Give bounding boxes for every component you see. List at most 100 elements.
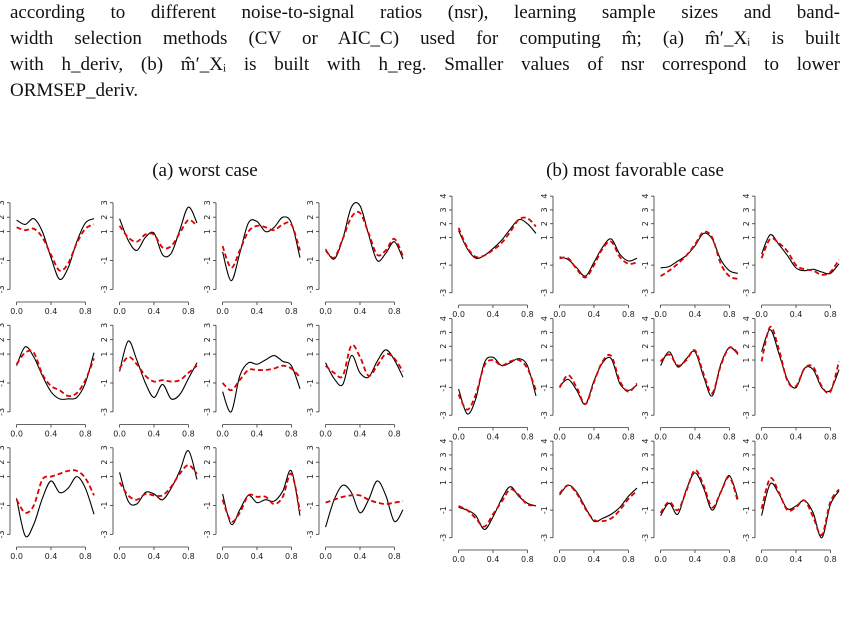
y-tick-label: -1 bbox=[100, 379, 109, 387]
y-tick-label: 4 bbox=[742, 439, 751, 444]
y-tick-label: -3 bbox=[439, 411, 448, 419]
y-tick-label: -1 bbox=[439, 384, 448, 392]
y-tick-label: 2 bbox=[540, 221, 549, 226]
x-tick-label: 0.8 bbox=[182, 552, 195, 561]
x-tick-label: 0.4 bbox=[689, 310, 702, 319]
y-tick-label: 3 bbox=[0, 445, 6, 450]
y-tick-label: 2 bbox=[203, 215, 212, 220]
curve bbox=[221, 472, 301, 523]
curve bbox=[324, 343, 404, 379]
x-tick-label: 0.4 bbox=[148, 552, 161, 561]
x-tick-label: 0.4 bbox=[790, 555, 803, 564]
y-tick-label: 3 bbox=[641, 452, 650, 457]
panel: -3 -1 1 2 3 0.0 0.4 0.8 bbox=[0, 323, 95, 439]
y-tick-label: 3 bbox=[0, 323, 6, 328]
x-tick-label: 0.0 bbox=[755, 310, 768, 319]
caption-line: ORMSEP_deriv. bbox=[10, 80, 139, 101]
y-tick-label: 2 bbox=[0, 460, 6, 465]
x-tick-label: 0.0 bbox=[10, 552, 23, 561]
y-tick-label: -1 bbox=[306, 256, 315, 264]
panel: -3 -1 1 2 3 4 0.0 0.4 0.8 bbox=[641, 316, 739, 442]
x-tick-label: 0.4 bbox=[45, 307, 58, 316]
y-tick-label: 3 bbox=[540, 207, 549, 212]
y-tick-label: -3 bbox=[100, 285, 109, 293]
x-tick-label: 0.0 bbox=[553, 310, 566, 319]
y-tick-label: 1 bbox=[641, 235, 650, 240]
y-tick-label: 3 bbox=[641, 207, 650, 212]
y-tick-label: 1 bbox=[306, 474, 315, 479]
x-tick-label: 0.0 bbox=[216, 307, 229, 316]
caption-line: width selection methods (CV or AIC_C) us… bbox=[10, 28, 840, 49]
curve bbox=[118, 356, 198, 383]
y-tick-label: 2 bbox=[306, 460, 315, 465]
y-tick-label: 1 bbox=[641, 357, 650, 362]
y-tick-label: 2 bbox=[742, 344, 751, 349]
y-tick-label: -1 bbox=[641, 384, 650, 392]
y-tick-label: 1 bbox=[0, 229, 6, 234]
x-tick-label: 0.8 bbox=[285, 430, 298, 439]
x-tick-label: 0.0 bbox=[113, 307, 126, 316]
curve bbox=[559, 238, 638, 277]
panel: -3 -1 1 2 3 0.0 0.4 0.8 bbox=[100, 323, 198, 439]
curve bbox=[119, 206, 198, 258]
y-tick-label: -3 bbox=[641, 534, 650, 542]
curve bbox=[760, 237, 840, 276]
x-tick-label: 0.4 bbox=[689, 433, 702, 442]
y-tick-label: 4 bbox=[641, 194, 650, 199]
y-tick-label: 1 bbox=[641, 480, 650, 485]
curve bbox=[760, 326, 840, 395]
x-tick-label: 0.8 bbox=[388, 307, 401, 316]
y-tick-label: -3 bbox=[203, 285, 212, 293]
y-tick-label: 1 bbox=[0, 352, 6, 357]
panel: -3 -1 1 2 3 4 0.0 0.4 0.8 bbox=[540, 194, 638, 319]
y-tick-label: 1 bbox=[742, 357, 751, 362]
panel: -3 -1 1 2 3 0.0 0.4 0.8 bbox=[0, 445, 95, 561]
curve bbox=[222, 355, 301, 413]
x-tick-label: 0.4 bbox=[354, 307, 367, 316]
x-tick-label: 0.8 bbox=[824, 310, 837, 319]
curve bbox=[325, 349, 404, 387]
y-tick-label: 2 bbox=[439, 466, 448, 471]
y-tick-label: 1 bbox=[742, 235, 751, 240]
y-tick-label: 3 bbox=[100, 445, 109, 450]
y-tick-label: -1 bbox=[306, 501, 315, 509]
x-tick-label: 0.0 bbox=[216, 430, 229, 439]
panel: -3 -1 1 2 3 0.0 0.4 0.8 bbox=[100, 445, 198, 561]
x-tick-label: 0.4 bbox=[588, 433, 601, 442]
y-tick-label: -3 bbox=[100, 530, 109, 538]
x-tick-label: 0.8 bbox=[824, 555, 837, 564]
y-tick-label: -1 bbox=[641, 506, 650, 514]
x-tick-label: 0.4 bbox=[251, 307, 264, 316]
x-tick-label: 0.8 bbox=[285, 307, 298, 316]
panel: -3 -1 1 2 3 4 0.0 0.4 0.8 bbox=[641, 439, 739, 564]
curve bbox=[16, 346, 95, 400]
y-tick-label: 3 bbox=[306, 200, 315, 205]
curve bbox=[458, 488, 537, 528]
curve bbox=[457, 216, 537, 259]
y-tick-label: 3 bbox=[203, 445, 212, 450]
y-tick-label: 2 bbox=[100, 215, 109, 220]
y-tick-label: 1 bbox=[100, 474, 109, 479]
y-tick-label: -1 bbox=[100, 256, 109, 264]
y-tick-label: 3 bbox=[0, 200, 6, 205]
y-tick-label: -1 bbox=[742, 261, 751, 269]
y-tick-label: 1 bbox=[439, 235, 448, 240]
curve bbox=[458, 218, 537, 260]
y-tick-label: 2 bbox=[540, 344, 549, 349]
y-tick-label: 2 bbox=[0, 337, 6, 342]
curve bbox=[559, 240, 638, 279]
curve bbox=[761, 329, 840, 393]
curve bbox=[558, 484, 638, 523]
x-tick-label: 0.0 bbox=[755, 433, 768, 442]
curve bbox=[660, 346, 739, 397]
x-tick-label: 0.4 bbox=[790, 310, 803, 319]
x-tick-label: 0.0 bbox=[553, 555, 566, 564]
y-tick-label: -1 bbox=[203, 379, 212, 387]
y-tick-label: -1 bbox=[439, 261, 448, 269]
panel: -3 -1 1 2 3 4 0.0 0.4 0.8 bbox=[742, 316, 840, 442]
x-tick-label: 0.0 bbox=[113, 552, 126, 561]
y-tick-label: 3 bbox=[742, 207, 751, 212]
y-tick-label: 2 bbox=[641, 221, 650, 226]
curve bbox=[659, 346, 739, 395]
x-tick-label: 0.8 bbox=[622, 310, 635, 319]
